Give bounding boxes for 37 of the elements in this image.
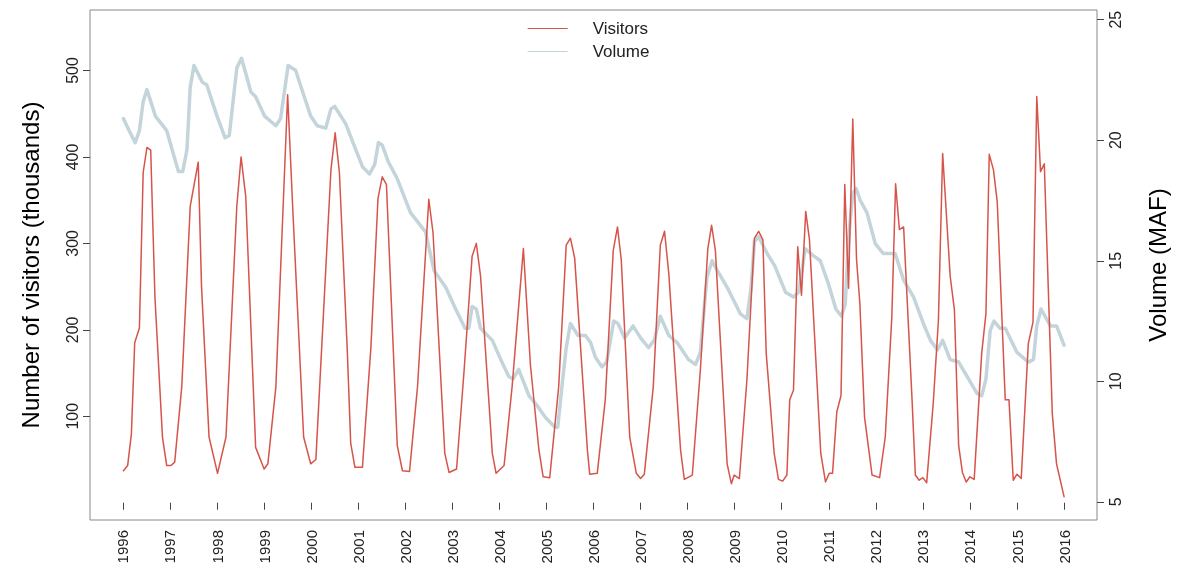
x-tick-label: 1997 — [161, 530, 179, 564]
x-tick-label: 2006 — [585, 530, 602, 564]
x-tick-label: 1999 — [255, 530, 273, 564]
x-tick-label: 2012 — [867, 530, 885, 564]
y-tick-label: 100 — [63, 402, 81, 430]
x-tick-label: 2005 — [537, 530, 555, 564]
y2-tick-label: 5 — [1106, 497, 1124, 507]
x-tick-label: 2010 — [773, 530, 791, 564]
line-series — [122, 93, 1065, 498]
legend-label: Visitors — [592, 19, 649, 38]
y2-axis-title: Volume (MAF) — [1143, 188, 1171, 342]
y2-tick-label: 25 — [1106, 10, 1124, 29]
y-tick-label: 500 — [63, 57, 81, 84]
y2-tick-label: 20 — [1106, 131, 1124, 150]
x-tick-label: 1996 — [114, 530, 132, 564]
x-tick-label: 2016 — [1055, 530, 1073, 564]
x-tick-label: 2011 — [820, 530, 838, 563]
x-tick-label: 2015 — [1008, 530, 1026, 564]
line-series — [121, 56, 1066, 429]
x-tick-label: 1998 — [208, 530, 226, 564]
y-tick-label: 200 — [63, 316, 81, 344]
y-tick-label: 400 — [63, 143, 81, 171]
x-tick-label: 2013 — [914, 530, 932, 564]
x-tick-label: 2014 — [961, 530, 979, 564]
x-tick-label: 2002 — [396, 530, 414, 564]
x-tick-label: 2000 — [302, 530, 320, 564]
legend-label: Volume — [592, 42, 650, 61]
x-tick-label: 2001 — [349, 530, 367, 564]
y2-tick-label: 15 — [1106, 251, 1124, 270]
y2-tick-label: 10 — [1106, 372, 1124, 391]
y-axis-title: Number of visitors (thousands) — [16, 101, 44, 429]
x-tick-label: 2003 — [443, 530, 461, 564]
x-tick-label: 2004 — [490, 530, 508, 564]
y-tick-label: 300 — [63, 229, 81, 257]
x-tick-label: 2007 — [632, 530, 650, 564]
x-tick-label: 2008 — [679, 530, 697, 564]
x-tick-label: 2009 — [726, 530, 744, 564]
